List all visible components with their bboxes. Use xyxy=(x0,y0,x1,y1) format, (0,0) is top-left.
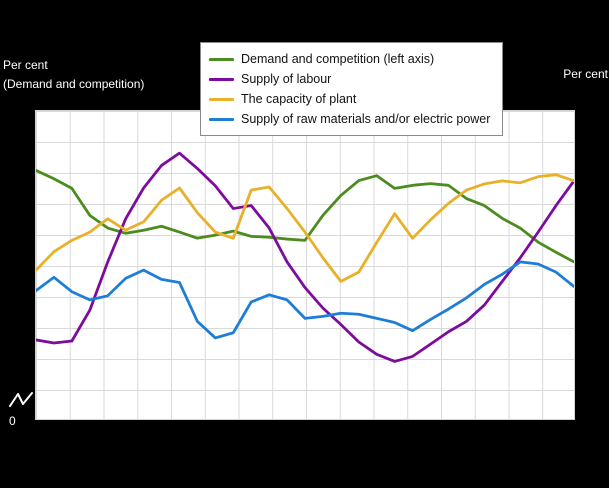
left-axis-title-line2: (Demand and competition) xyxy=(3,77,145,92)
legend-item-raw-materials[interactable]: Supply of raw materials and/or electric … xyxy=(209,109,490,129)
chart-legend: Demand and competition (left axis) Supply… xyxy=(200,42,504,136)
legend-line-swatch-labour xyxy=(209,77,234,81)
series-line-demand xyxy=(36,169,574,264)
plot-area xyxy=(35,110,575,420)
legend-label-raw-materials: Supply of raw materials and/or electric … xyxy=(241,112,491,126)
left-axis-title: Per cent (Demand and competition) xyxy=(3,56,144,94)
right-axis-title: Per cent xyxy=(563,67,608,81)
legend-line-swatch-raw-materials xyxy=(209,117,234,121)
legend-label-labour: Supply of labour xyxy=(241,72,332,86)
axis-break-icon xyxy=(9,392,33,407)
legend-label-demand: Demand and competition (left axis) xyxy=(241,52,435,66)
series-lines-canvas xyxy=(36,151,574,363)
legend-line-swatch-demand xyxy=(209,57,234,61)
legend-item-demand[interactable]: Demand and competition (left axis) xyxy=(209,49,490,69)
legend-item-capacity[interactable]: The capacity of plant xyxy=(209,89,490,109)
left-axis-zero-tick: 0 xyxy=(9,414,16,428)
legend-item-labour[interactable]: Supply of labour xyxy=(209,69,490,89)
series-line-labour xyxy=(36,151,574,363)
legend-label-capacity: The capacity of plant xyxy=(241,92,357,106)
series-line-raw-materials xyxy=(36,260,574,340)
series-line-capacity xyxy=(36,173,574,283)
left-axis-title-line1: Per cent xyxy=(3,58,48,72)
legend-line-swatch-capacity xyxy=(209,97,234,101)
